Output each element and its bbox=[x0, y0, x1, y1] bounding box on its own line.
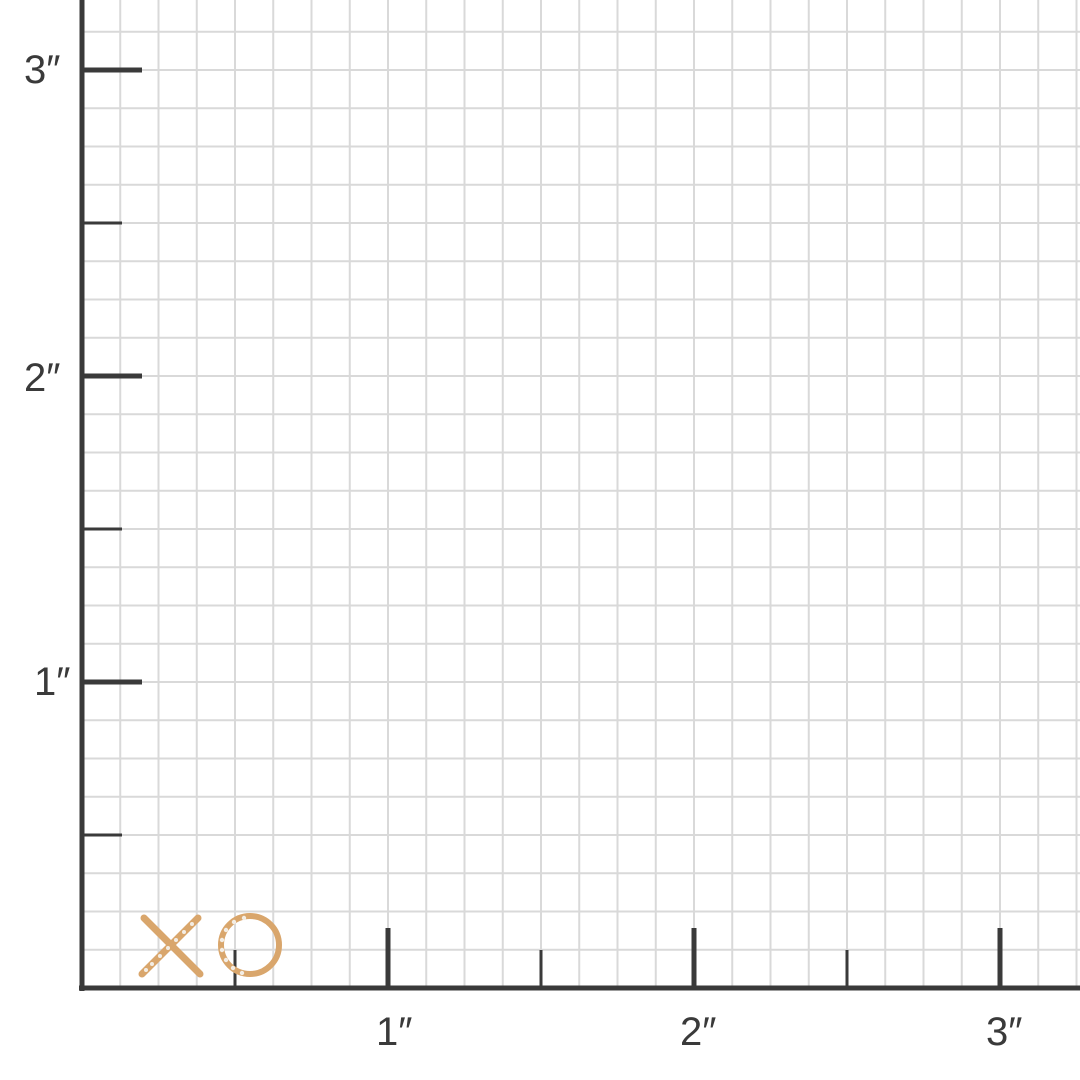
y-label-1: 1″ bbox=[34, 660, 71, 704]
y-label-2: 2″ bbox=[24, 356, 61, 400]
x-label-3: 3″ bbox=[986, 1010, 1023, 1054]
y-label-3: 3″ bbox=[24, 48, 61, 92]
x-label-1: 1″ bbox=[376, 1010, 413, 1054]
o-earring bbox=[218, 913, 282, 977]
x-label-2: 2″ bbox=[680, 1010, 717, 1054]
x-earring bbox=[138, 914, 204, 978]
